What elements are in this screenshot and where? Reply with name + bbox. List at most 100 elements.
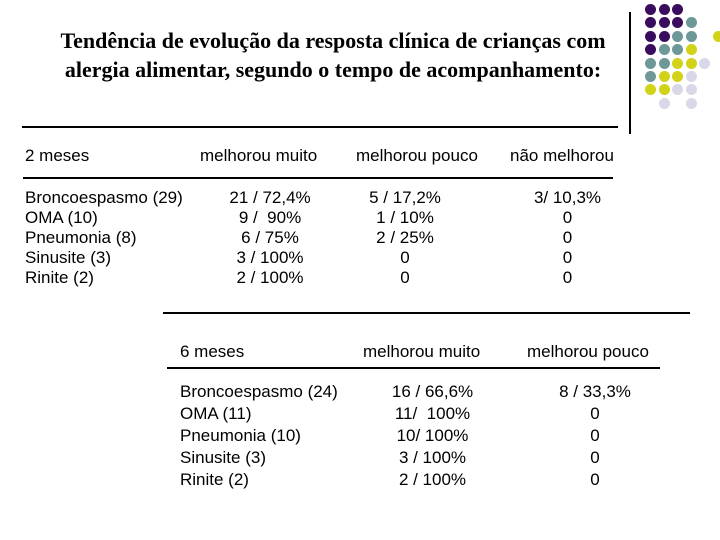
value-melhorou-muito: 3 / 100% <box>398 448 467 467</box>
value-melhorou-pouco: 1 / 10% <box>376 208 434 227</box>
dot <box>645 70 656 82</box>
title-underline <box>22 126 618 128</box>
table2-col-header-melhorou-muito: melhorou muito <box>363 342 481 361</box>
table-row: Sinusite (3) 3 / 100% 0 0 <box>0 248 635 268</box>
dot-empty <box>713 17 720 30</box>
slide-title-line2: alergia alimentar, segundo o tempo de ac… <box>64 57 602 82</box>
table-row: Rinite (2) 2 / 100% 0 0 <box>0 268 635 288</box>
dot <box>645 30 656 42</box>
value-melhorou-muito: 9 / 90% <box>238 208 302 227</box>
condition-label: Sinusite (3) <box>25 248 111 267</box>
condition-label: OMA (11) <box>180 404 252 423</box>
value-melhorou-muito: 11/ 100% <box>394 404 471 423</box>
value-melhorou-pouco: 0 <box>400 248 410 267</box>
dot-empty <box>699 98 713 111</box>
condition-label: OMA (10) <box>25 208 98 227</box>
dot <box>658 97 670 109</box>
dot <box>672 84 683 96</box>
table1-header-rule <box>23 177 613 179</box>
condition-label: Sinusite (3) <box>180 448 266 467</box>
value-melhorou-muito: 10/ 100% <box>396 426 469 445</box>
value-nao-melhorou: 0 <box>562 228 573 247</box>
dot <box>685 44 697 56</box>
dot <box>685 70 697 82</box>
dot <box>712 30 720 42</box>
dot <box>658 44 670 56</box>
condition-label: Rinite (2) <box>180 470 249 489</box>
value-melhorou-muito: 21 / 72,4% <box>229 188 311 207</box>
dot <box>672 44 683 56</box>
value-melhorou-muito: 2 / 100% <box>236 268 304 287</box>
value-nao-melhorou: 0 <box>562 248 573 267</box>
table-row: Pneumonia (10) 10/ 100% 0 <box>0 425 660 447</box>
value-melhorou-pouco: 0 <box>590 448 600 467</box>
dot-pattern-decoration <box>645 4 720 111</box>
table2-col-header-melhorou-pouco: melhorou pouco <box>527 342 649 361</box>
value-melhorou-muito: 6 / 75% <box>241 228 299 247</box>
dot <box>672 4 683 15</box>
dot <box>645 84 656 96</box>
dot-empty <box>713 98 720 111</box>
dot <box>658 84 670 96</box>
table-row: OMA (11) 11/ 100% 0 <box>0 403 660 425</box>
dot <box>672 30 683 42</box>
dot <box>658 57 670 69</box>
value-melhorou-muito: 3 / 100% <box>236 248 304 267</box>
dot <box>658 17 670 29</box>
dot <box>685 30 697 42</box>
value-melhorou-pouco: 5 / 17,2% <box>369 188 441 207</box>
dot-empty <box>699 71 713 84</box>
corner-vertical-rule <box>629 12 631 134</box>
dot <box>672 17 683 29</box>
table-row: Broncoespasmo (29) 21 / 72,4% 5 / 17,2% … <box>0 188 635 208</box>
table2-body: Broncoespasmo (24) 16 / 66,6% 8 / 33,3% … <box>0 381 660 491</box>
condition-label: Rinite (2) <box>25 268 94 287</box>
dot <box>645 17 656 29</box>
table1-col-header-melhorou-muito: melhorou muito <box>200 146 318 165</box>
dot <box>645 57 656 69</box>
dot <box>685 84 697 96</box>
dot <box>645 44 656 56</box>
table-row: OMA (10) 9 / 90% 1 / 10% 0 <box>0 208 635 228</box>
dot <box>685 57 697 69</box>
table-row: Rinite (2) 2 / 100% 0 <box>0 469 660 491</box>
dot-empty <box>699 44 713 57</box>
dot <box>645 4 656 15</box>
dot-empty <box>699 17 713 30</box>
table-row: Pneumonia (8) 6 / 75% 2 / 25% 0 <box>0 228 635 248</box>
condition-label: Pneumonia (8) <box>25 228 137 247</box>
value-melhorou-muito: 16 / 66,6% <box>391 382 474 401</box>
value-nao-melhorou: 3/ 10,3% <box>533 188 602 207</box>
table2-period-label: 6 meses <box>180 342 245 361</box>
dot-empty <box>713 4 720 17</box>
dot <box>685 97 697 109</box>
value-melhorou-pouco: 8 / 33,3% <box>559 382 631 401</box>
table1-bottom-rule <box>163 312 690 314</box>
table1-body: Broncoespasmo (29) 21 / 72,4% 5 / 17,2% … <box>0 188 635 288</box>
table-row: Sinusite (3) 3 / 100% 0 <box>0 447 660 469</box>
value-melhorou-pouco: 0 <box>400 268 410 287</box>
dot-empty <box>699 84 713 97</box>
dot <box>672 57 683 69</box>
dot-empty <box>713 71 720 84</box>
table1-period-label: 2 meses <box>25 146 90 165</box>
dot-empty <box>713 58 720 71</box>
condition-label: Broncoespasmo (24) <box>180 382 338 401</box>
dot <box>699 57 710 69</box>
value-melhorou-muito: 2 / 100% <box>398 470 467 489</box>
dot-empty <box>699 4 713 17</box>
table1-col-header-nao-melhorou: não melhorou <box>510 146 614 165</box>
table1-col-header-melhorou-pouco: melhorou pouco <box>356 146 478 165</box>
table2-header-rule <box>167 367 660 369</box>
slide-title-line1: Tendência de evolução da resposta clínic… <box>60 28 606 53</box>
value-melhorou-pouco: 0 <box>590 426 600 445</box>
table-row: Broncoespasmo (24) 16 / 66,6% 8 / 33,3% <box>0 381 660 403</box>
value-nao-melhorou: 0 <box>562 268 573 287</box>
dot <box>672 70 683 82</box>
value-nao-melhorou: 0 <box>562 208 573 227</box>
dot-empty <box>713 44 720 57</box>
dot-empty <box>699 31 713 44</box>
value-melhorou-pouco: 2 / 25% <box>376 228 434 247</box>
dot <box>658 4 670 15</box>
